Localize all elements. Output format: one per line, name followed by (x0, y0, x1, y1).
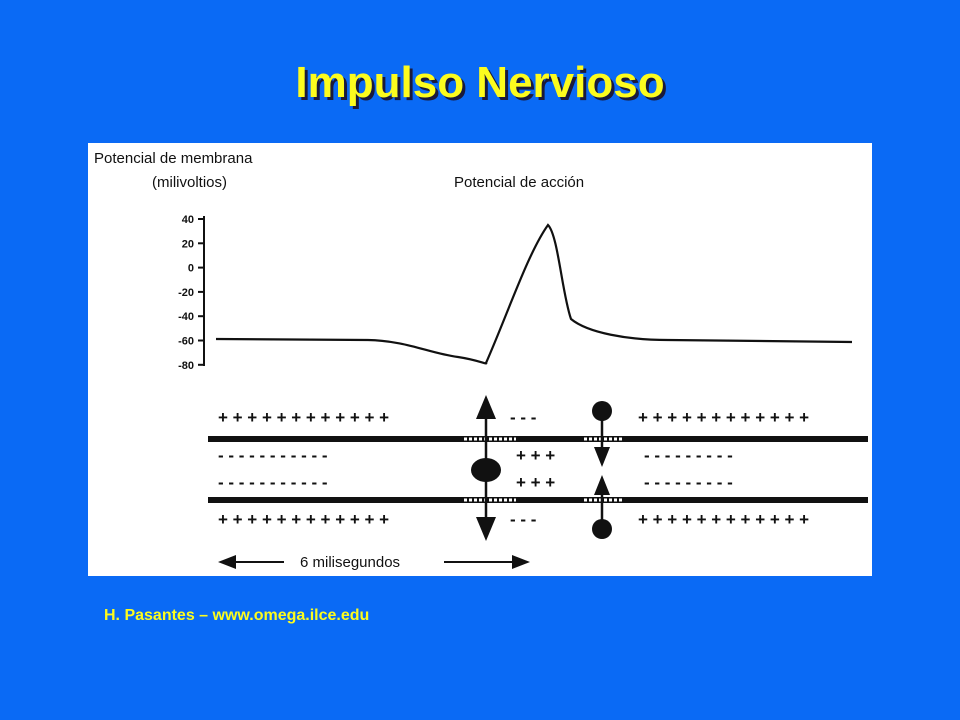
duration-arrow-left (218, 555, 236, 569)
figure-panel: Potencial de membrana (milivoltios) Pote… (88, 143, 872, 576)
y-tick-label: 40 (182, 214, 194, 226)
depolarized-inner-top: + + + (516, 446, 555, 465)
right-charges-outer-bottom: + + + + + + + + + + + + (638, 510, 809, 529)
trace-label: Potencial de acción (454, 174, 584, 191)
y-tick-label: 0 (188, 263, 194, 275)
ion-flow-right (592, 401, 612, 539)
ion-flow-left (471, 395, 501, 541)
y-tick-label: 20 (182, 238, 194, 250)
arrow-up-head (476, 395, 496, 419)
axon: + + + + + + + + + + + + - - - - - - - - … (208, 395, 868, 541)
ion-small-top (592, 401, 612, 421)
depolarized-outer-bottom: - - - (510, 510, 536, 529)
arrow-up-head-right (594, 475, 610, 495)
membrane-potential-trace (215, 223, 853, 365)
duration-scale: 6 milisegundos (218, 554, 530, 571)
y-tick-label: -40 (178, 311, 194, 323)
right-charges-outer-top: + + + + + + + + + + + + (638, 408, 809, 427)
depolarized-inner-bottom: + + + (516, 473, 555, 492)
y-tick-label: -20 (178, 287, 194, 299)
right-charges-inner-bottom: - - - - - - - - - (644, 473, 733, 492)
arrow-down-head (476, 517, 496, 541)
y-tick-label: -80 (178, 360, 194, 372)
upper-membrane (208, 436, 868, 442)
charges-outer-top: + + + + + + + + + + + + (218, 408, 389, 427)
right-charges-inner-top: - - - - - - - - - (644, 446, 733, 465)
duration-label: 6 milisegundos (300, 554, 400, 571)
ion-small-bottom (592, 519, 612, 539)
depolarized-outer-top: - - - (510, 408, 536, 427)
arrow-down-head-right (594, 447, 610, 467)
y-axis-label-line1: Potencial de membrana (94, 150, 253, 167)
slide-title: Impulso Nervioso (295, 58, 665, 107)
action-potential-diagram: Potencial de membrana (milivoltios) Pote… (94, 150, 868, 571)
duration-arrow-right (512, 555, 530, 569)
y-axis: 40 20 0 -20 -40 -60 -80 (178, 214, 205, 372)
credit-text: H. Pasantes – www.omega.ilce.edu (104, 607, 370, 624)
ion-large (471, 458, 501, 482)
lower-membrane (208, 497, 868, 503)
y-axis-label-line2: (milivoltios) (152, 174, 227, 191)
charges-outer-bottom: + + + + + + + + + + + + (218, 510, 389, 529)
y-tick-label: -60 (178, 336, 194, 348)
charges-inner-top: - - - - - - - - - - - (218, 446, 328, 465)
charges-inner-bottom: - - - - - - - - - - - (218, 473, 328, 492)
